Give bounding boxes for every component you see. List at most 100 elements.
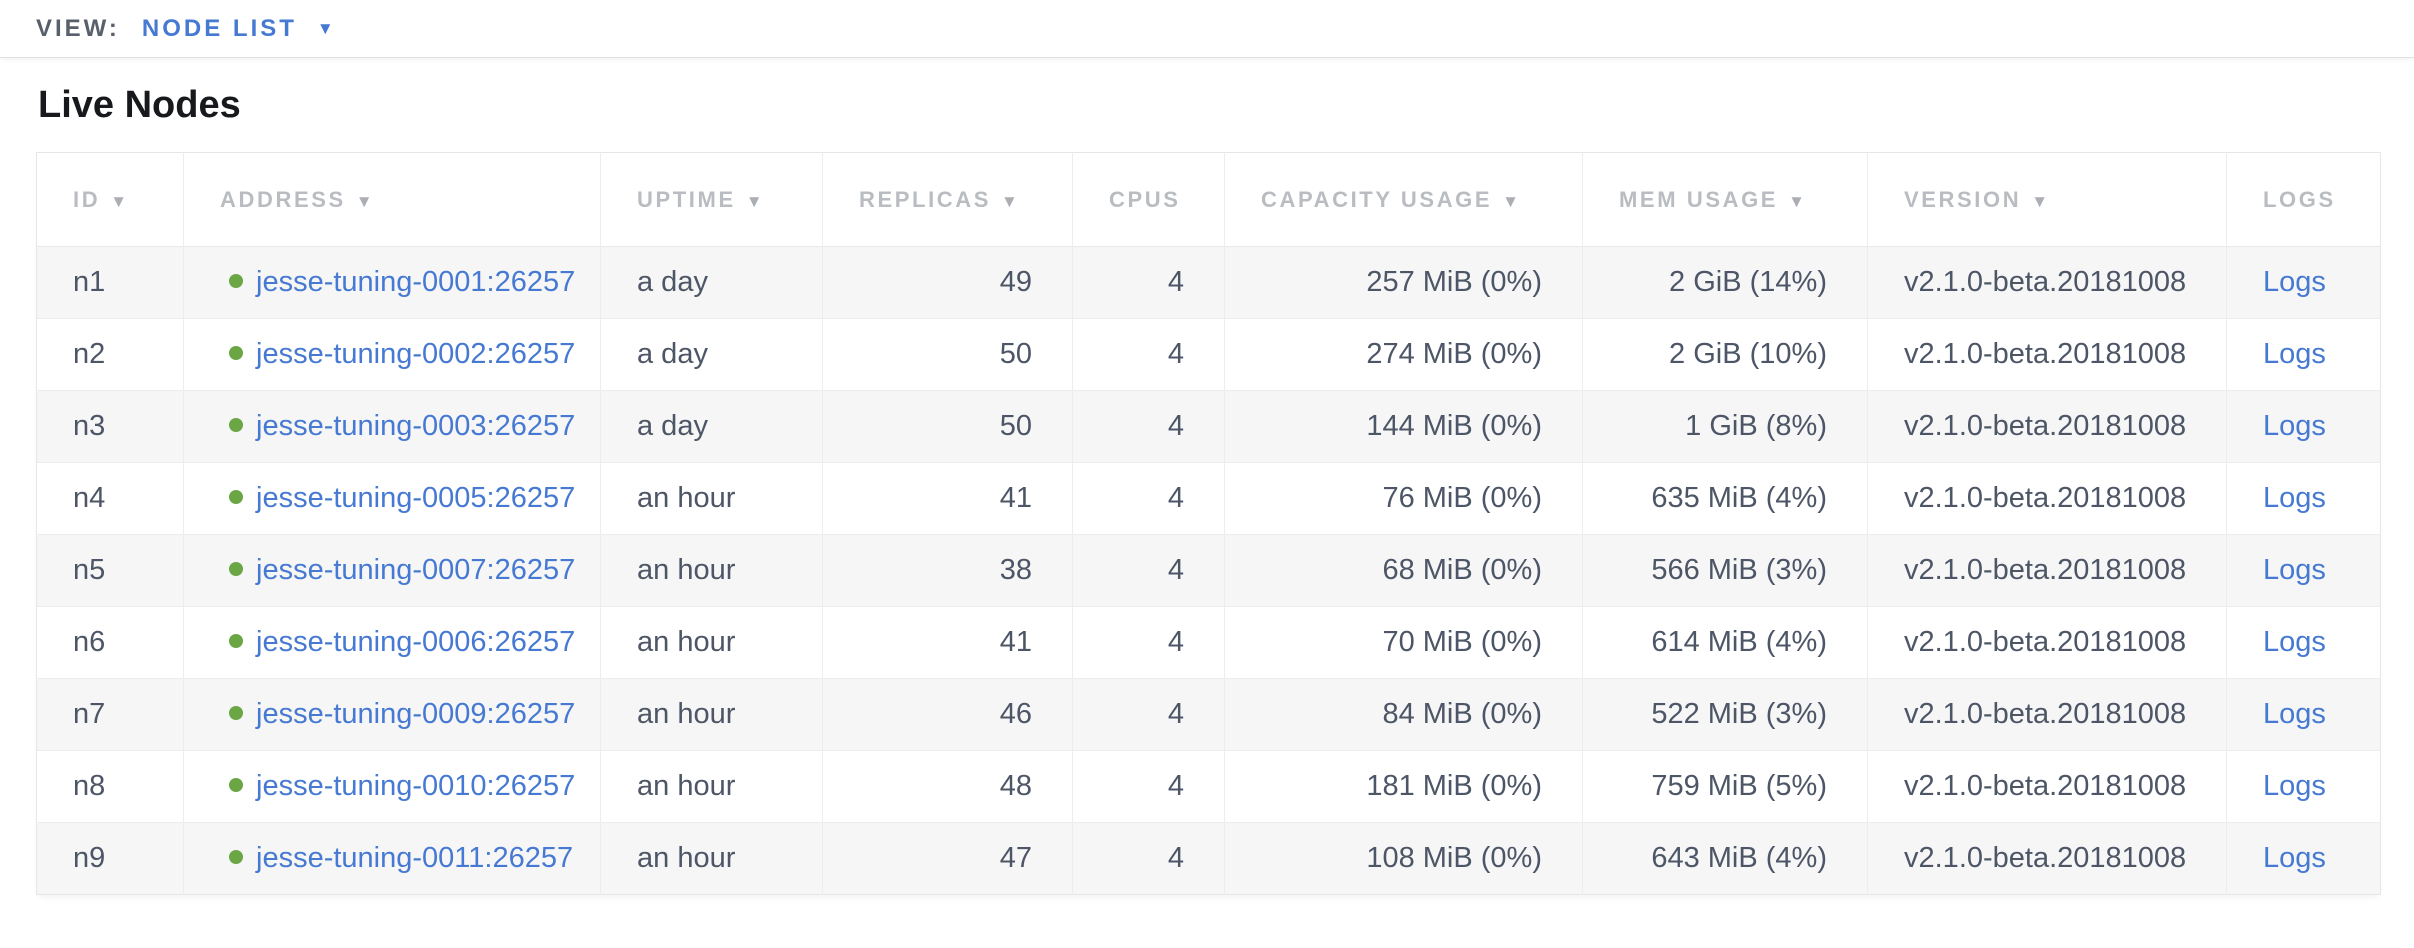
logs-cell: Logs <box>2226 462 2381 535</box>
column-header-logs: LOGS <box>2226 152 2381 247</box>
table-row: n1 jesse-tuning-0001:26257 a day 49 4 25… <box>36 246 2381 319</box>
node-id-cell: n4 <box>36 462 184 535</box>
column-header-label: CAPACITY USAGE <box>1261 186 1493 212</box>
cpus-cell: 4 <box>1072 678 1225 751</box>
column-header-id[interactable]: ID ▼ <box>36 152 184 247</box>
node-live-status-icon <box>229 778 243 793</box>
version-cell: v2.1.0-beta.20181008 <box>1867 246 2227 319</box>
capacity-usage-cell: 84 MiB (0%) <box>1224 678 1583 751</box>
uptime-cell: an hour <box>600 822 823 895</box>
logs-link[interactable]: Logs <box>2263 698 2326 730</box>
logs-cell: Logs <box>2226 318 2381 391</box>
column-header-replicas[interactable]: REPLICAS ▼ <box>822 152 1073 247</box>
node-address-link[interactable]: jesse-tuning-0003:26257 <box>256 410 576 442</box>
live-nodes-table-container: ID ▼ ADDRESS ▼ UPTIME ▼ REPLICAS ▼ CPUS CAPA… <box>36 152 2381 895</box>
mem-usage-cell: 759 MiB (5%) <box>1582 750 1868 823</box>
table-row: n7 jesse-tuning-0009:26257 an hour 46 4 … <box>36 678 2381 751</box>
replicas-cell: 38 <box>822 534 1073 607</box>
node-address-cell: jesse-tuning-0006:26257 <box>183 606 601 679</box>
column-header-mem-usage[interactable]: MEM USAGE ▼ <box>1582 152 1868 247</box>
node-id-cell: n3 <box>36 390 184 463</box>
table-row: n5 jesse-tuning-0007:26257 an hour 38 4 … <box>36 534 2381 607</box>
uptime-cell: a day <box>600 246 823 319</box>
node-address-link[interactable]: jesse-tuning-0005:26257 <box>256 482 576 514</box>
node-address-link[interactable]: jesse-tuning-0001:26257 <box>256 266 576 298</box>
cpus-cell: 4 <box>1072 750 1225 823</box>
node-live-status-icon <box>229 562 243 577</box>
node-address-cell: jesse-tuning-0007:26257 <box>183 534 601 607</box>
view-dropdown-value: NODE LIST <box>141 14 297 42</box>
sort-arrow-icon: ▼ <box>2031 191 2049 211</box>
node-address-link[interactable]: jesse-tuning-0006:26257 <box>256 626 576 658</box>
column-header-version[interactable]: VERSION ▼ <box>1867 152 2227 247</box>
node-address-link[interactable]: jesse-tuning-0011:26257 <box>256 842 574 874</box>
logs-link[interactable]: Logs <box>2263 338 2326 370</box>
capacity-usage-cell: 274 MiB (0%) <box>1224 318 1583 391</box>
version-cell: v2.1.0-beta.20181008 <box>1867 318 2227 391</box>
uptime-cell: an hour <box>600 750 823 823</box>
column-header-address[interactable]: ADDRESS ▼ <box>183 152 601 247</box>
table-header-row: ID ▼ ADDRESS ▼ UPTIME ▼ REPLICAS ▼ CPUS CAPA… <box>36 152 2381 247</box>
table-row: n4 jesse-tuning-0005:26257 an hour 41 4 … <box>36 462 2381 535</box>
node-live-status-icon <box>229 274 243 289</box>
view-bar: VIEW: NODE LIST ▼ <box>0 0 2414 58</box>
mem-usage-cell: 2 GiB (14%) <box>1582 246 1868 319</box>
sort-arrow-icon: ▼ <box>355 191 373 211</box>
logs-link[interactable]: Logs <box>2263 626 2326 658</box>
logs-cell: Logs <box>2226 678 2381 751</box>
logs-link[interactable]: Logs <box>2263 554 2326 586</box>
cpus-cell: 4 <box>1072 822 1225 895</box>
node-address-cell: jesse-tuning-0011:26257 <box>183 822 601 895</box>
replicas-cell: 48 <box>822 750 1073 823</box>
capacity-usage-cell: 70 MiB (0%) <box>1224 606 1583 679</box>
node-id-cell: n5 <box>36 534 184 607</box>
view-dropdown[interactable]: NODE LIST ▼ <box>142 15 334 43</box>
version-cell: v2.1.0-beta.20181008 <box>1867 678 2227 751</box>
node-id-cell: n9 <box>36 822 184 895</box>
node-address-link[interactable]: jesse-tuning-0007:26257 <box>256 554 576 586</box>
logs-link[interactable]: Logs <box>2263 770 2326 802</box>
version-cell: v2.1.0-beta.20181008 <box>1867 390 2227 463</box>
version-cell: v2.1.0-beta.20181008 <box>1867 822 2227 895</box>
sort-arrow-icon: ▼ <box>745 191 763 211</box>
version-cell: v2.1.0-beta.20181008 <box>1867 750 2227 823</box>
column-header-label: REPLICAS <box>859 186 992 212</box>
node-address-link[interactable]: jesse-tuning-0002:26257 <box>256 338 576 370</box>
logs-link[interactable]: Logs <box>2263 410 2326 442</box>
table-row: n6 jesse-tuning-0006:26257 an hour 41 4 … <box>36 606 2381 679</box>
table-row: n8 jesse-tuning-0010:26257 an hour 48 4 … <box>36 750 2381 823</box>
node-address-cell: jesse-tuning-0009:26257 <box>183 678 601 751</box>
replicas-cell: 46 <box>822 678 1073 751</box>
column-header-uptime[interactable]: UPTIME ▼ <box>600 152 823 247</box>
mem-usage-cell: 635 MiB (4%) <box>1582 462 1868 535</box>
node-live-status-icon <box>229 850 243 865</box>
uptime-cell: an hour <box>600 678 823 751</box>
column-header-capacity-usage[interactable]: CAPACITY USAGE ▼ <box>1224 152 1583 247</box>
table-row: n3 jesse-tuning-0003:26257 a day 50 4 14… <box>36 390 2381 463</box>
cpus-cell: 4 <box>1072 318 1225 391</box>
cpus-cell: 4 <box>1072 606 1225 679</box>
cpus-cell: 4 <box>1072 462 1225 535</box>
column-header-label: LOGS <box>2263 186 2336 212</box>
cpus-cell: 4 <box>1072 390 1225 463</box>
chevron-down-icon: ▼ <box>316 19 334 38</box>
node-live-status-icon <box>229 634 243 649</box>
node-id-cell: n2 <box>36 318 184 391</box>
logs-link[interactable]: Logs <box>2263 266 2326 298</box>
mem-usage-cell: 614 MiB (4%) <box>1582 606 1868 679</box>
replicas-cell: 41 <box>822 606 1073 679</box>
logs-cell: Logs <box>2226 390 2381 463</box>
capacity-usage-cell: 144 MiB (0%) <box>1224 390 1583 463</box>
live-nodes-table: ID ▼ ADDRESS ▼ UPTIME ▼ REPLICAS ▼ CPUS CAPA… <box>36 152 2381 895</box>
logs-cell: Logs <box>2226 750 2381 823</box>
uptime-cell: an hour <box>600 606 823 679</box>
node-address-link[interactable]: jesse-tuning-0009:26257 <box>256 698 576 730</box>
mem-usage-cell: 2 GiB (10%) <box>1582 318 1868 391</box>
node-address-link[interactable]: jesse-tuning-0010:26257 <box>256 770 576 802</box>
logs-link[interactable]: Logs <box>2263 842 2326 874</box>
mem-usage-cell: 566 MiB (3%) <box>1582 534 1868 607</box>
version-cell: v2.1.0-beta.20181008 <box>1867 462 2227 535</box>
logs-link[interactable]: Logs <box>2263 482 2326 514</box>
sort-arrow-icon: ▼ <box>110 191 128 211</box>
column-header-label: ID <box>73 186 101 212</box>
